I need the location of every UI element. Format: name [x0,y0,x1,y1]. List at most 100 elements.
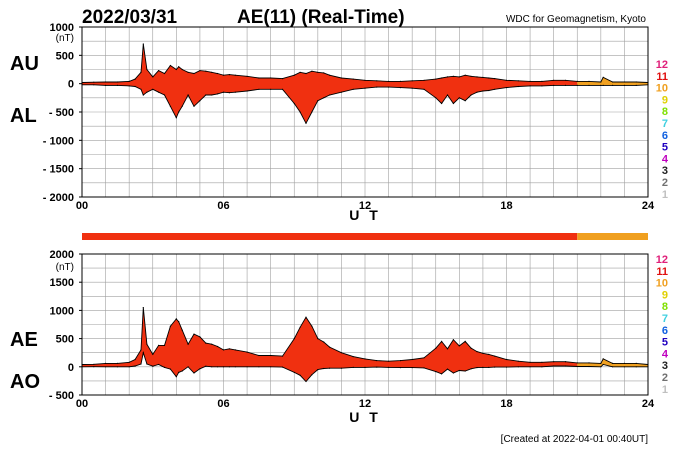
x-tick-label: 06 [217,200,229,212]
ae-data-point [317,338,319,340]
ao-data-point [199,368,201,370]
al-data-point [388,86,390,88]
au-data-point [169,64,171,67]
au-data-point [623,81,626,83]
x-tick-label: 18 [500,200,512,212]
ae-data-point [158,344,160,346]
al-data-point [553,84,555,86]
ae-data-point [553,361,555,363]
top-x-axis-label: U T [349,207,381,223]
ae-data-point [134,358,136,361]
au-data-point [388,80,390,82]
station-count-label: 3 [662,165,668,177]
ae-data-point [376,360,378,362]
au-data-point [458,76,460,78]
al-data-point [299,111,301,113]
ao-data-point [564,365,567,367]
ae-data-point [452,339,454,341]
ae-data-point [270,354,272,357]
al-data-point [222,91,225,93]
ao-data-point [258,366,260,368]
station-count-label: 9 [662,289,668,301]
ae-data-point [178,321,180,323]
ae-data-point [458,345,460,347]
al-data-point [217,93,219,95]
station-count-label: 9 [662,94,668,106]
ae-data-point [258,354,260,357]
created-timestamp: [Created at 2022-04-01 00:40UT] [501,434,649,445]
al-data-point [423,88,425,90]
ae-data-point [175,318,177,320]
au-data-point [553,79,555,81]
au-data-point [476,76,478,78]
au-data-point [602,76,604,78]
ao-data-point [388,366,390,368]
al-data-point [158,91,160,93]
al-data-point [116,84,118,86]
ae-data-point [105,362,107,364]
al-data-point [311,111,313,113]
au-data-point [193,72,195,75]
ae-data-point [93,363,95,365]
ae-data-point [476,351,478,353]
ao-data-point [529,366,531,368]
al-data-point [494,88,496,90]
al-data-point [281,88,284,90]
ae-data-point [281,355,284,357]
au-data-point [105,81,107,83]
station-count-label: 1 [662,384,668,396]
ae-data-point [488,353,490,355]
ao-data-point [623,366,626,368]
ao-data-point [142,352,144,354]
y-tick-label: 0 [68,362,74,374]
au-data-point [146,68,148,71]
ae-data-point [635,362,637,364]
ae-data-point [293,338,295,340]
au-data-point [517,80,519,82]
al-data-point [476,91,478,93]
ae-data-point [199,336,201,338]
ae-data-point [399,360,401,362]
al-data-point [105,84,107,86]
ao-data-point [175,376,177,378]
plot-date: 2022/03/31 [82,7,178,28]
al-side-label: AL [10,105,37,127]
al-data-point [181,105,183,107]
x-tick-label: 12 [359,200,371,212]
ae-data-point [364,358,366,360]
ao-data-point [305,380,307,383]
ao-data-point [217,366,219,368]
station-count-label: 10 [656,278,668,290]
au-data-point [399,80,401,82]
al-data-point [193,105,195,107]
ao-data-point [588,365,590,368]
ao-data-point [364,366,366,368]
y-tick-label: 1000 [50,305,74,317]
ao-data-point [329,367,331,369]
al-data-point [317,100,319,102]
al-data-point [517,85,519,88]
ao-data-point [458,369,460,372]
station-count-label: 7 [662,118,668,130]
al-data-point [435,97,437,99]
au-data-point [470,75,472,77]
bottom-x-axis-label: U T [349,409,381,425]
ao-data-point [399,367,401,369]
ao-data-point [93,366,95,368]
x-tick-label: 06 [217,398,229,410]
ao-data-point [281,366,284,368]
au-data-point [329,74,331,76]
au-data-point [441,77,443,79]
al-data-point [446,94,449,96]
al-data-point [128,85,130,87]
al-data-point [142,94,144,96]
au-data-point [364,79,366,81]
ae-data-point [612,362,614,364]
station-count-label: 8 [662,301,668,313]
station-count-label: 6 [662,130,668,142]
au-data-point [175,68,177,71]
au-data-point [246,75,248,77]
au-data-point [505,79,508,81]
au-data-point [311,70,313,72]
al-data-point [411,87,413,89]
